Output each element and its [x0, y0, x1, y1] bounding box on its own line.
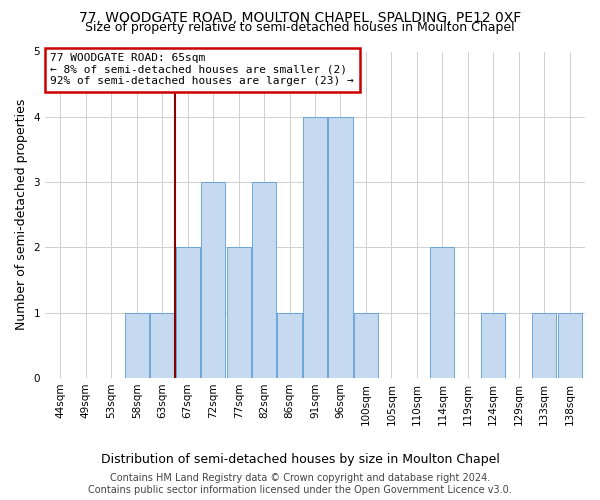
Bar [481, 312, 505, 378]
Bar [252, 182, 276, 378]
Bar [430, 248, 454, 378]
Bar [557, 312, 582, 378]
Bar [328, 117, 353, 378]
Bar [227, 248, 251, 378]
Bar [354, 312, 378, 378]
Bar [277, 312, 302, 378]
Text: Distribution of semi-detached houses by size in Moulton Chapel: Distribution of semi-detached houses by … [101, 452, 499, 466]
Text: Size of property relative to semi-detached houses in Moulton Chapel: Size of property relative to semi-detach… [85, 21, 515, 34]
Text: 77 WOODGATE ROAD: 65sqm
← 8% of semi-detached houses are smaller (2)
92% of semi: 77 WOODGATE ROAD: 65sqm ← 8% of semi-det… [50, 53, 354, 86]
Bar [532, 312, 556, 378]
Text: Contains HM Land Registry data © Crown copyright and database right 2024.
Contai: Contains HM Land Registry data © Crown c… [88, 474, 512, 495]
Bar [150, 312, 175, 378]
Bar [303, 117, 327, 378]
Text: 77, WOODGATE ROAD, MOULTON CHAPEL, SPALDING, PE12 0XF: 77, WOODGATE ROAD, MOULTON CHAPEL, SPALD… [79, 11, 521, 25]
Bar [201, 182, 225, 378]
Y-axis label: Number of semi-detached properties: Number of semi-detached properties [15, 99, 28, 330]
Bar [125, 312, 149, 378]
Bar [176, 248, 200, 378]
